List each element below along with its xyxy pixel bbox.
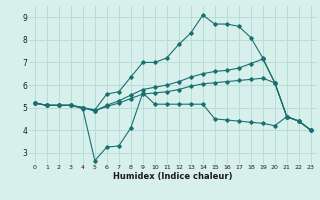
X-axis label: Humidex (Indice chaleur): Humidex (Indice chaleur)	[113, 172, 233, 181]
